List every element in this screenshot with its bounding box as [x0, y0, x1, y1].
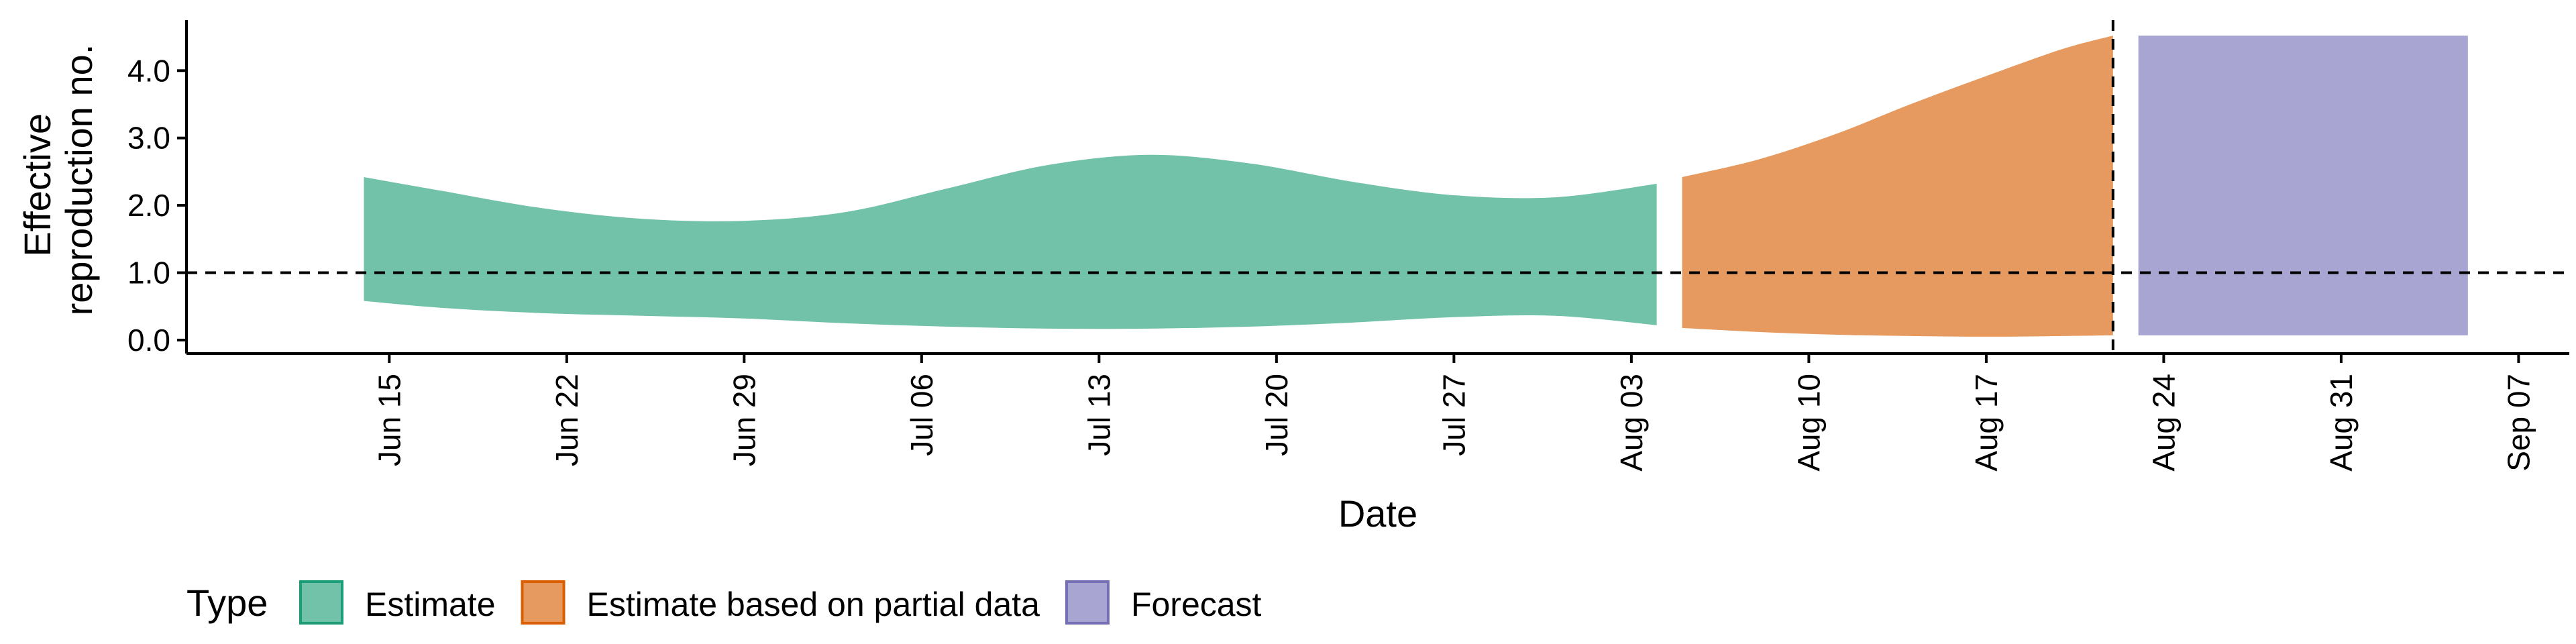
x-tick-label: Jul 20 — [1259, 374, 1294, 456]
x-tick-label: Jun 15 — [372, 374, 407, 466]
x-tick-label: Aug 24 — [2146, 374, 2181, 472]
x-ticks: Jun 15 Jun 22 Jun 29 Jul 06 Jul 13 Jul 20 Jul … — [372, 354, 2536, 472]
y-tick-label: 2.0 — [127, 188, 170, 223]
legend-label-2: Estimate based on partial data — [587, 586, 1040, 623]
legend: Type Estimate Estimate based on partial d… — [186, 580, 1262, 625]
series-area-1 — [364, 154, 1657, 329]
legend-swatch-1 — [299, 580, 343, 625]
x-tick-label: Aug 03 — [1614, 374, 1649, 472]
legend-title: Type — [186, 582, 268, 624]
x-tick-label: Aug 10 — [1791, 374, 1826, 472]
y-ticks: 0.0 1.0 2.0 3.0 4.0 — [127, 53, 186, 358]
y-tick-label: 4.0 — [127, 53, 170, 88]
y-axis-title: Effective reproduction no. — [16, 44, 100, 316]
x-tick-label: Aug 31 — [2324, 374, 2359, 472]
x-tick-label: Jun 22 — [549, 374, 584, 466]
x-axis-title: Date — [1338, 492, 1417, 535]
y-tick-label: 3.0 — [127, 121, 170, 156]
legend-label-3: Forecast — [1131, 586, 1262, 623]
x-tick-label: Aug 17 — [1969, 374, 2004, 472]
y-tick-label: 1.0 — [127, 256, 170, 290]
y-axis-title-line-2: reproduction no. — [58, 44, 100, 316]
y-axis-title-line-1: Effective — [16, 113, 58, 257]
axes — [185, 20, 2569, 355]
x-tick-label: Jul 13 — [1081, 374, 1116, 456]
legend-swatch-2 — [521, 580, 566, 625]
series-area-3 — [2138, 36, 2468, 335]
series-areas — [364, 36, 2468, 337]
x-tick-label: Sep 07 — [2501, 374, 2536, 472]
y-tick-label: 0.0 — [127, 323, 170, 358]
series-area-2 — [1682, 36, 2113, 337]
reference-lines — [186, 20, 2569, 354]
legend-swatch-3 — [1065, 580, 1110, 625]
legend-label-1: Estimate — [365, 586, 496, 623]
x-tick-label: Jul 06 — [904, 374, 939, 456]
x-tick-label: Jun 29 — [727, 374, 761, 466]
x-tick-label: Jul 27 — [1436, 374, 1471, 456]
